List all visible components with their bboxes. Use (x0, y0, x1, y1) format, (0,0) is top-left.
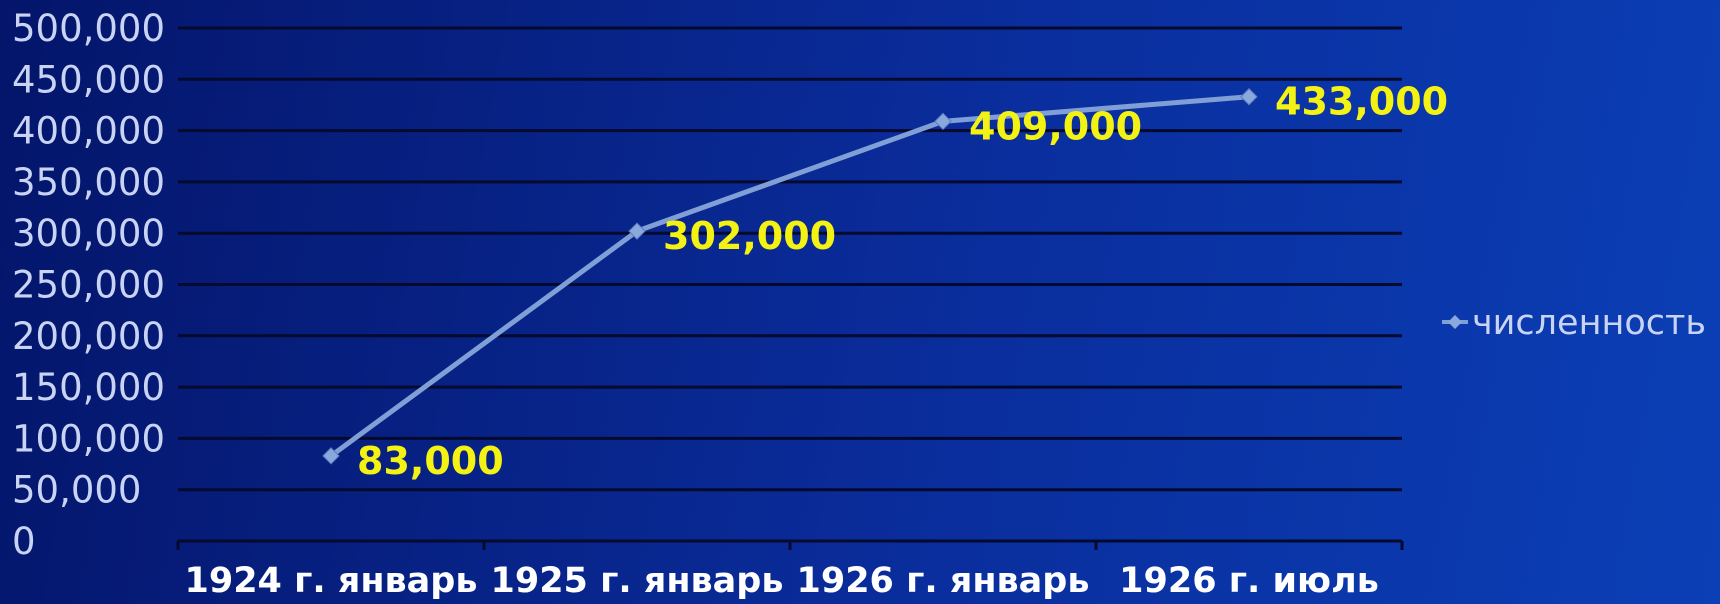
y-tick-label: 500,000 (12, 7, 165, 50)
data-point-marker (934, 112, 952, 131)
y-axis-ticks: 0 50,000 100,000 150,000 200,000 250,000 300,0… (12, 7, 165, 563)
y-tick-label: 50,000 (12, 469, 141, 512)
y-tick-label: 400,000 (12, 110, 165, 153)
y-tick-label: 300,000 (12, 212, 165, 255)
x-tick-label: 1926 г. январь (797, 561, 1090, 601)
data-label: 433,000 (1275, 80, 1448, 124)
data-labels: 83,000 302,000 409,000 433,000 (357, 80, 1448, 483)
legend-label: численность (1472, 303, 1706, 343)
legend: численность (1442, 303, 1706, 343)
data-point-marker (322, 447, 340, 465)
data-label: 302,000 (663, 214, 836, 258)
series-line-group (322, 88, 1258, 465)
y-tick-label: 250,000 (12, 264, 165, 307)
y-tick-label: 100,000 (12, 417, 165, 460)
gridlines (178, 26, 1402, 492)
series-line (329, 94, 1250, 458)
legend-marker (1448, 315, 1462, 329)
y-tick-label: 0 (12, 520, 36, 563)
x-tick-label: 1924 г. январь (185, 561, 478, 601)
data-label: 409,000 (969, 104, 1142, 148)
x-axis: 1924 г. январь 1925 г. январь 1926 г. янва… (176, 539, 1404, 601)
data-label: 83,000 (357, 439, 504, 483)
x-tick-label: 1926 г. июль (1119, 561, 1379, 601)
y-tick-label: 150,000 (12, 366, 165, 409)
y-tick-label: 200,000 (12, 315, 165, 358)
x-tick-label: 1925 г. январь (491, 561, 784, 601)
data-point-marker (628, 222, 646, 240)
y-tick-label: 350,000 (12, 161, 165, 204)
data-point-marker (1240, 88, 1258, 106)
y-tick-label: 450,000 (12, 58, 165, 101)
